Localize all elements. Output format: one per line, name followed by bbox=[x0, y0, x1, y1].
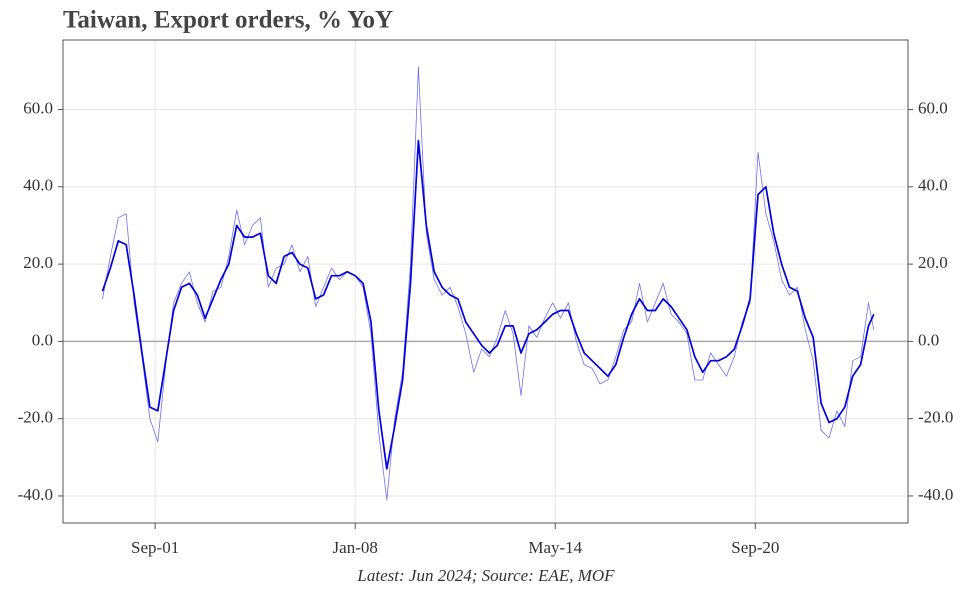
y2-tick-label: 60.0 bbox=[918, 98, 948, 117]
plot-frame bbox=[62, 39, 909, 524]
y2-tick-label: -20.0 bbox=[918, 408, 953, 427]
y-tick-label: -20.0 bbox=[18, 408, 53, 427]
x-tick-label: Sep-01 bbox=[131, 538, 179, 557]
series-line bbox=[102, 66, 875, 501]
y2-tick-label: 40.0 bbox=[918, 176, 948, 195]
y-tick-label: 20.0 bbox=[23, 253, 53, 272]
y-tick-label: 40.0 bbox=[23, 176, 53, 195]
y2-tick-label: 0.0 bbox=[918, 330, 939, 349]
series-line bbox=[101, 139, 875, 470]
x-tick-label: Jan-08 bbox=[333, 538, 378, 557]
y-tick-label: -40.0 bbox=[18, 485, 53, 504]
y2-tick-label: 20.0 bbox=[918, 253, 948, 272]
source-note: Latest: Jun 2024; Source: EAE, MOF bbox=[356, 566, 615, 585]
y-tick-label: 60.0 bbox=[23, 98, 53, 117]
chart-title: Taiwan, Export orders, % YoY bbox=[63, 7, 393, 34]
y-tick-label: 0.0 bbox=[32, 330, 53, 349]
y2-tick-label: -40.0 bbox=[918, 485, 953, 504]
x-tick-label: Sep-20 bbox=[731, 538, 779, 557]
x-tick-label: May-14 bbox=[528, 538, 582, 557]
